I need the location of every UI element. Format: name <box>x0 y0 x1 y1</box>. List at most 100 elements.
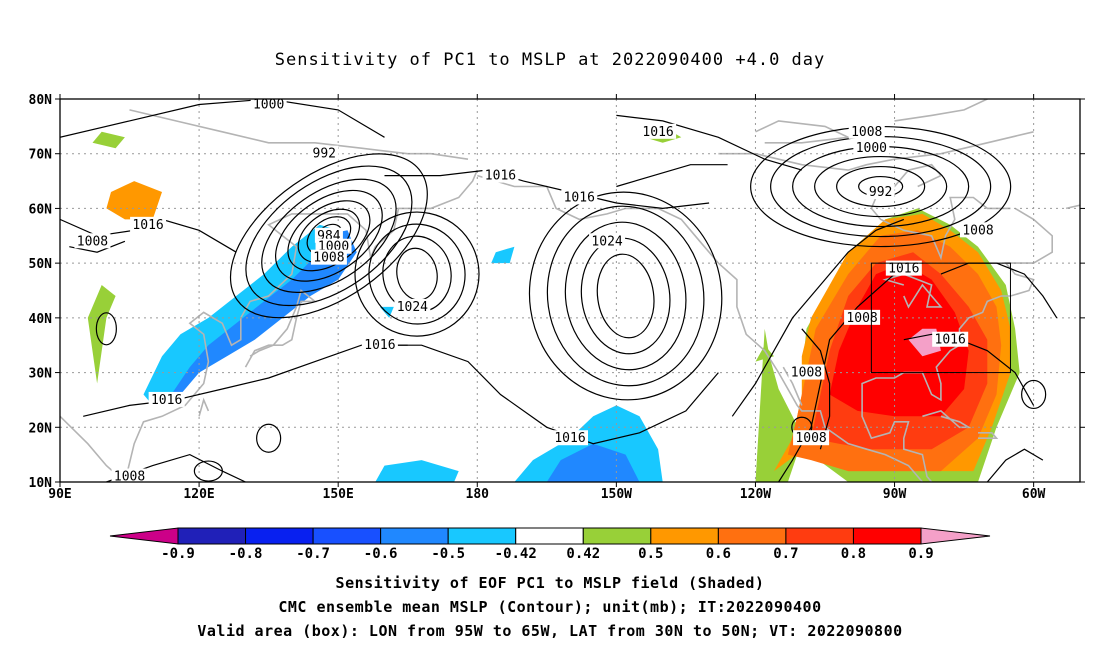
lon-tick-label: 90E <box>48 487 71 502</box>
colorbar-label: -0.6 <box>364 546 398 562</box>
open-isobar <box>83 344 408 417</box>
colorbar-swatch <box>717 527 787 545</box>
contour-label: 1008 <box>962 223 993 238</box>
contour-label: 1016 <box>485 169 516 184</box>
lat-tick-label: 10N <box>29 476 53 491</box>
contour-label-bg <box>361 337 398 353</box>
open-isobar <box>801 328 831 450</box>
contour-label-bg <box>111 468 148 484</box>
colorbar-swatch <box>852 527 922 545</box>
low-contour <box>836 165 926 208</box>
contour-label: 1000 <box>253 97 284 112</box>
open-isobar <box>616 164 728 188</box>
low-contour <box>229 153 428 319</box>
coastline <box>978 432 999 439</box>
small-contour <box>95 312 117 346</box>
contour-label: 1024 <box>397 300 428 315</box>
high-contour <box>564 221 687 371</box>
lon-tick-label: 90W <box>883 487 907 502</box>
colorbar-swatch <box>785 527 854 545</box>
contour-label: 1008 <box>791 366 822 381</box>
open-isobar <box>69 240 126 253</box>
shade-region <box>1094 143 1100 231</box>
coastline <box>755 120 852 144</box>
contour-label: 1016 <box>564 190 595 205</box>
coastline <box>882 273 943 309</box>
grid-lines <box>60 99 1080 482</box>
lon-tick-label: 120E <box>183 487 214 502</box>
contour-label-bg <box>932 331 969 347</box>
contour-label-bg <box>148 391 185 407</box>
caption-line-2: CMC ensemble mean MSLP (Contour); unit(m… <box>278 598 822 616</box>
high-contour <box>596 253 655 339</box>
contour-label-bg <box>866 184 895 200</box>
contour-label-bg <box>640 123 677 139</box>
shade-region <box>106 181 162 220</box>
small-contour <box>256 423 282 453</box>
colorbar-label: -0.5 <box>431 546 465 562</box>
shade-region <box>92 131 125 149</box>
contour-label-bg <box>848 123 885 139</box>
coastline <box>894 99 988 122</box>
lat-tick-label: 50N <box>29 257 53 272</box>
coastline <box>129 109 469 160</box>
lat-tick-label: 80N <box>29 93 53 108</box>
contour-label-bg <box>552 430 588 446</box>
lon-tick-label: 120W <box>740 487 771 502</box>
contour-label-bg <box>130 216 167 232</box>
coastline <box>477 174 924 482</box>
contour-label: 1024 <box>591 234 622 249</box>
colorbar-swatch <box>650 527 719 545</box>
contour-labels: 1000992984100010081016100810161024101610… <box>74 96 996 485</box>
shade-region <box>162 230 357 395</box>
shade-region <box>491 246 515 264</box>
open-isobar <box>60 99 385 138</box>
contour-label: 1008 <box>851 125 882 140</box>
coastline <box>922 410 972 429</box>
open-isobar <box>903 333 1035 406</box>
open-isobar <box>731 218 905 417</box>
low-contour <box>245 165 413 307</box>
small-contour <box>193 460 223 482</box>
contour-label: 992 <box>313 147 336 162</box>
contour-label-bg <box>960 222 996 238</box>
high-contour <box>368 223 466 325</box>
figure-title: Sensitivity of PC1 to MSLP at 2022090400… <box>274 50 826 70</box>
coastline <box>870 196 1011 261</box>
contour-label: 1008 <box>313 251 344 266</box>
colorbar-label: 0.5 <box>638 546 663 562</box>
open-isobar <box>616 114 802 171</box>
colorbar-label: 0.8 <box>841 546 866 562</box>
contour-label: 1016 <box>888 262 919 277</box>
lon-tick-label: 180 <box>466 487 490 502</box>
colorbar-swatch <box>245 527 314 545</box>
contour-label-bg <box>793 430 830 446</box>
shade-region <box>1080 121 1100 247</box>
contour-label: 992 <box>869 185 892 200</box>
contour-label: 1008 <box>114 470 145 485</box>
mslp-contours <box>60 99 1080 482</box>
lat-tick-label: 20N <box>29 421 53 436</box>
contour-label: 1008 <box>846 311 877 326</box>
colorbar-end-high <box>920 527 991 545</box>
open-isobar <box>778 262 923 482</box>
colorbar-swatch <box>515 527 584 545</box>
contour-label-bg <box>394 298 431 314</box>
contour-label-bg <box>853 140 890 156</box>
lon-tick-label: 150E <box>323 487 354 502</box>
coastline <box>718 131 1034 171</box>
colorbar-swatch <box>177 527 247 545</box>
high-contour <box>546 205 705 387</box>
open-isobar <box>384 344 719 445</box>
coastline <box>244 289 318 368</box>
open-isobar <box>986 448 1044 482</box>
map-frame <box>59 98 1081 483</box>
contour-label-bg <box>885 260 922 276</box>
coastline <box>198 397 210 417</box>
contour-label: 1016 <box>151 393 182 408</box>
colorbar-label: 0.7 <box>773 546 798 562</box>
open-isobar <box>384 169 710 210</box>
high-contour <box>528 191 723 401</box>
